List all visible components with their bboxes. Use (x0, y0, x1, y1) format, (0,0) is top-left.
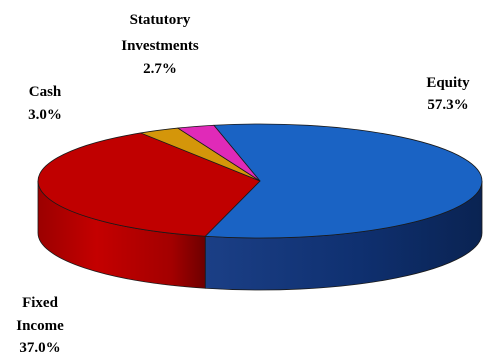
label-cash: Cash 3.0% (28, 84, 62, 123)
label-statutory-value: 2.7% (143, 61, 177, 77)
label-statutory-line2: Investments (121, 38, 199, 54)
label-fixed-income: Fixed Income 37.0% (16, 295, 64, 352)
label-fixed-line1: Fixed (22, 295, 58, 311)
label-fixed-line2: Income (16, 318, 64, 334)
label-cash-name: Cash (29, 84, 62, 100)
label-statutory-line1: Statutory (130, 12, 191, 28)
label-equity-name: Equity (426, 75, 470, 91)
pie-top-slices (37, 123, 483, 239)
pie-slice-statutory-investments (177, 124, 261, 182)
label-fixed-value: 37.0% (19, 340, 60, 352)
label-statutory-investments: Statutory Investments 2.7% (121, 12, 199, 77)
label-equity-value: 57.3% (427, 97, 468, 113)
pie-slice-equity (204, 123, 483, 239)
label-equity: Equity 57.3% (426, 75, 470, 113)
label-cash-value: 3.0% (28, 107, 62, 123)
